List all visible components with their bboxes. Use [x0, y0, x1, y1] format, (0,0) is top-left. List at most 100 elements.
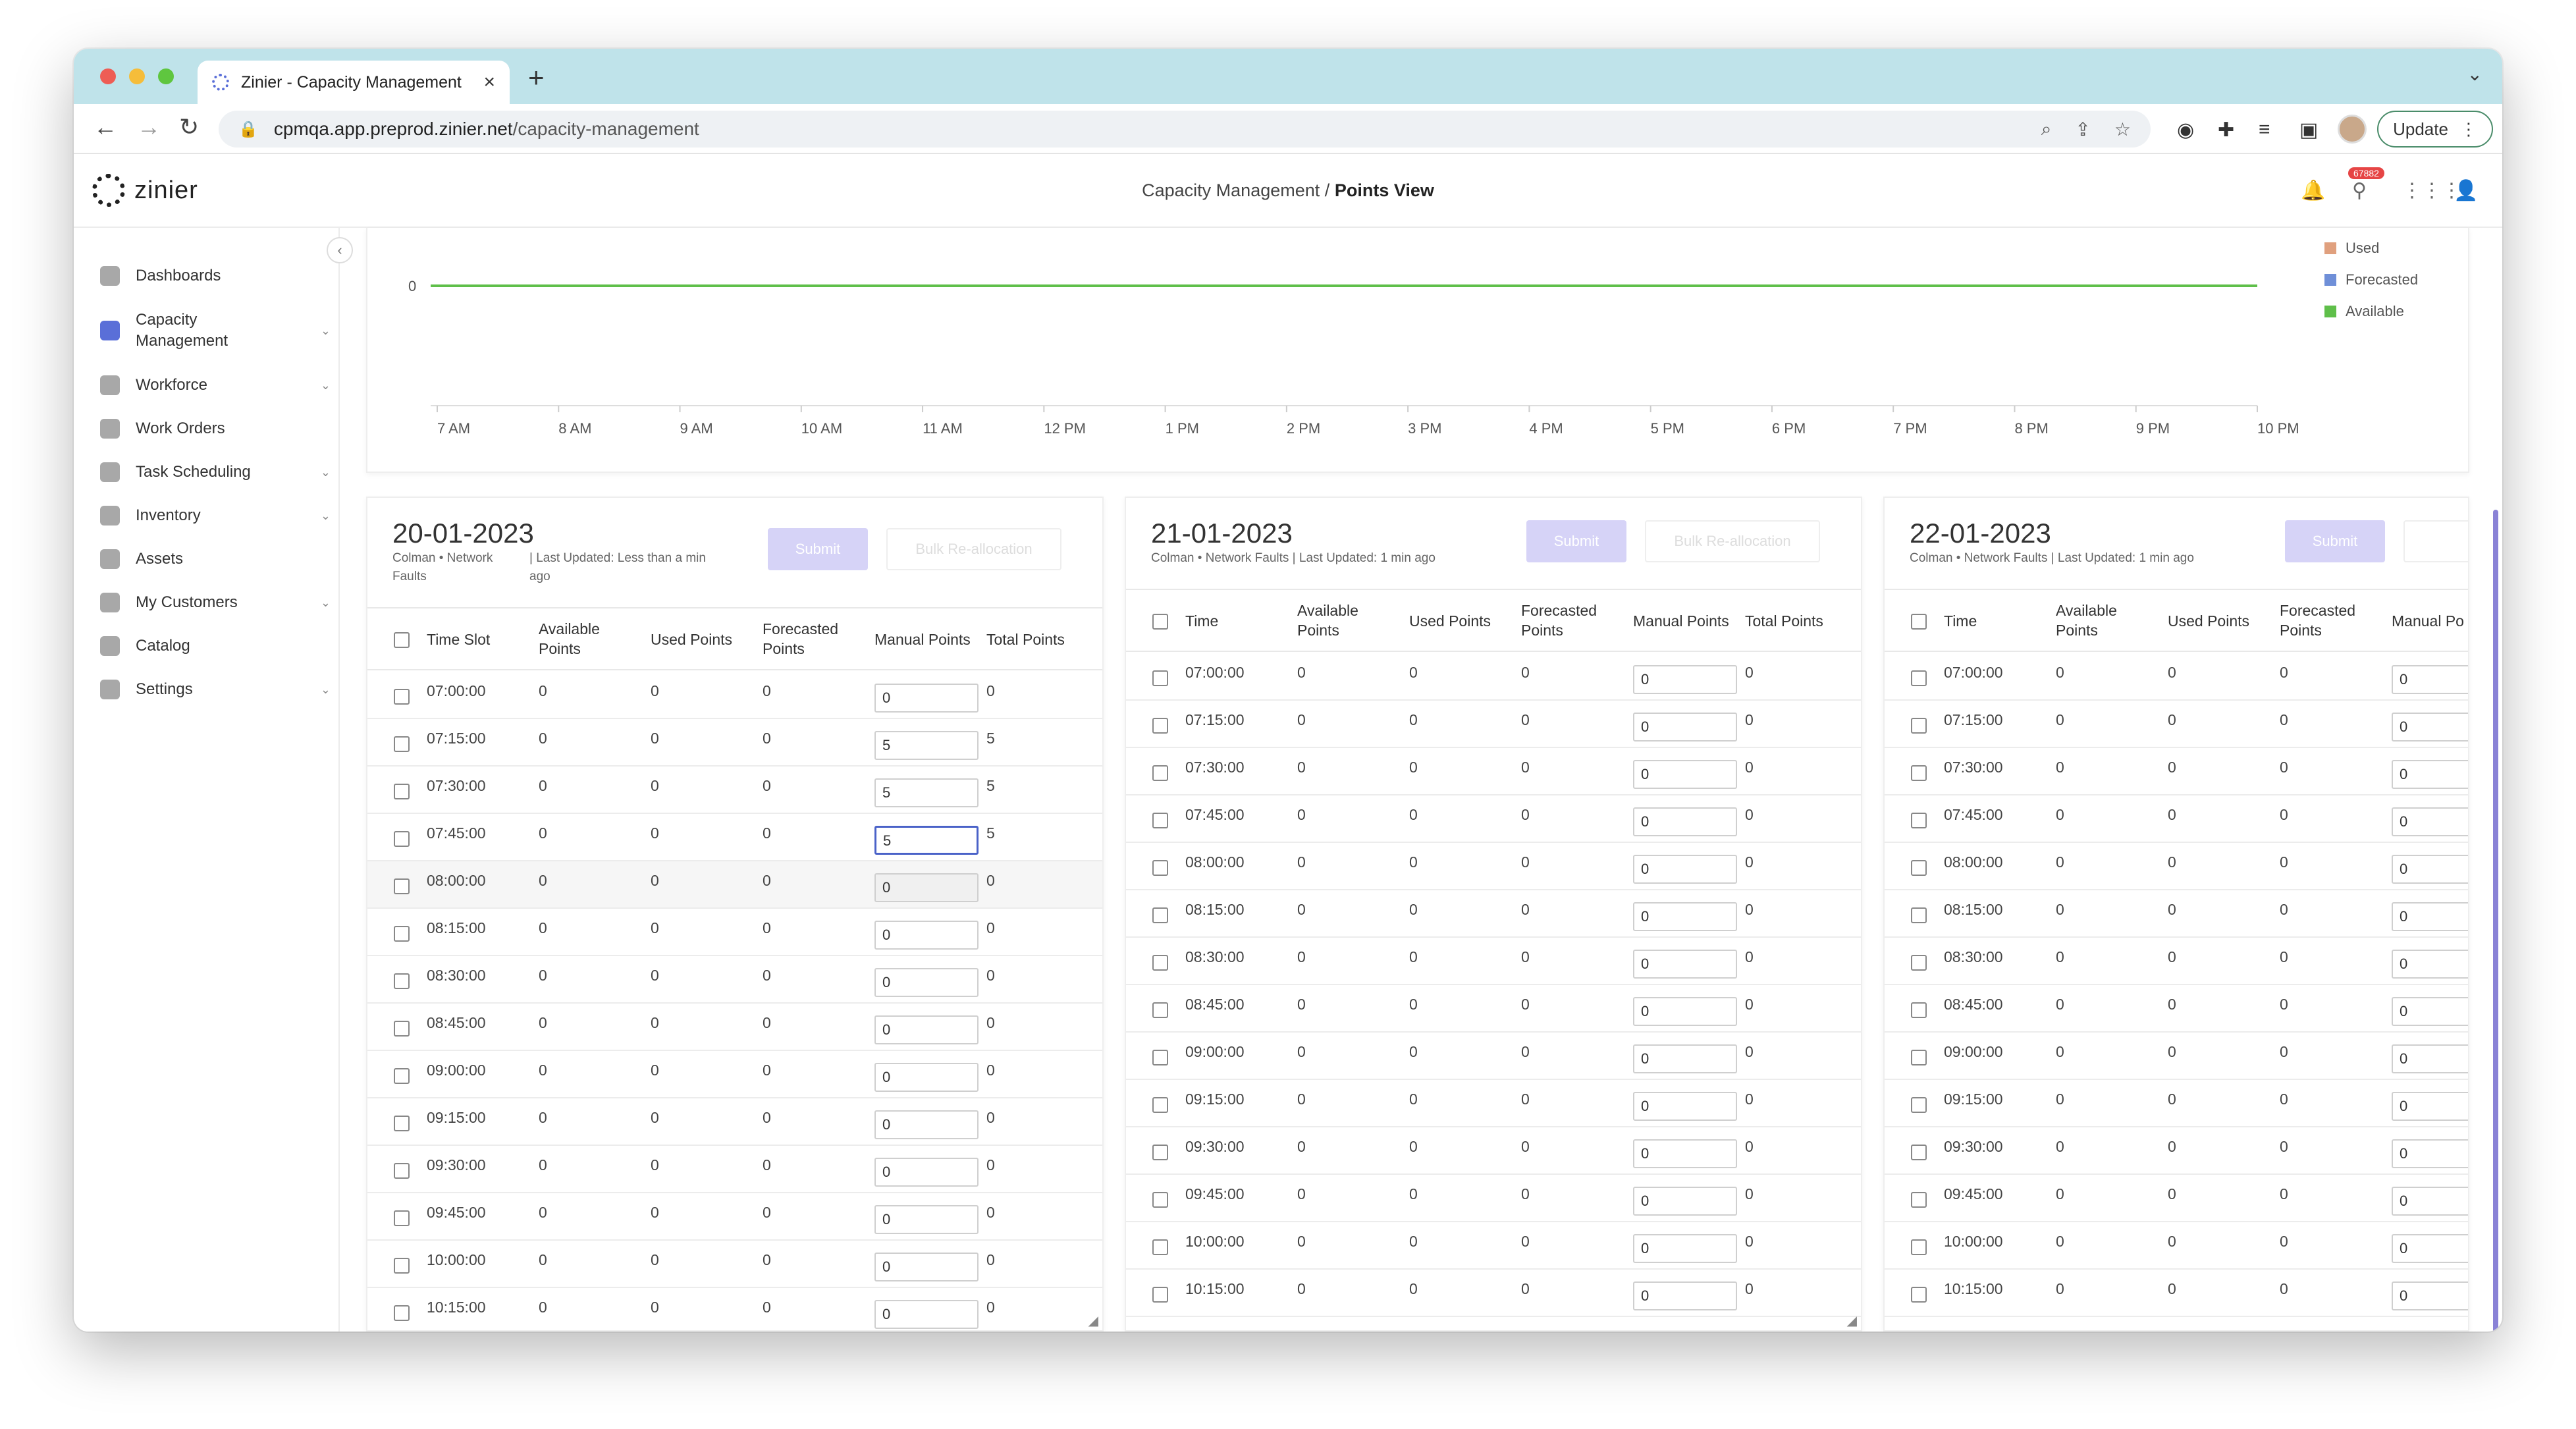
page-scrollbar[interactable]: [2493, 510, 2498, 1332]
manual-points-input[interactable]: 0: [1633, 997, 1737, 1026]
resize-grip-icon[interactable]: ◢: [1846, 1314, 1857, 1328]
apps-grid-icon[interactable]: ⋮⋮⋮: [2402, 180, 2461, 202]
reload-icon[interactable]: ↻: [179, 113, 200, 140]
collapse-sidebar-icon[interactable]: ‹: [327, 237, 353, 263]
manual-points-input[interactable]: 0: [1633, 1234, 1737, 1263]
manual-points-input[interactable]: 0: [1633, 1044, 1737, 1073]
minimize-window-button[interactable]: [129, 68, 145, 84]
row-checkbox[interactable]: [394, 1305, 410, 1321]
row-checkbox[interactable]: [1152, 1097, 1168, 1113]
sidebar-item-dashboards[interactable]: Dashboards: [100, 266, 331, 286]
bulk-reallocation-button[interactable]: Bulk Re-allocation: [1645, 520, 1820, 562]
manual-points-input[interactable]: 0: [874, 921, 979, 950]
row-checkbox[interactable]: [394, 736, 410, 752]
row-checkbox[interactable]: [394, 689, 410, 705]
manual-points-input[interactable]: 0: [1633, 760, 1737, 789]
manual-points-input[interactable]: 0: [874, 1205, 979, 1234]
manual-points-input[interactable]: 0: [874, 968, 979, 997]
location-pin-icon[interactable]: ⚲: [2352, 180, 2367, 202]
tab-search-chevron-icon[interactable]: ⌄: [2467, 64, 2482, 84]
row-checkbox[interactable]: [1152, 670, 1168, 686]
chevron-down-icon[interactable]: ⌄: [320, 508, 331, 522]
manual-points-input[interactable]: 0: [2392, 997, 2468, 1026]
manual-points-input[interactable]: 5: [874, 778, 979, 807]
row-checkbox[interactable]: [394, 1068, 410, 1084]
legend-item-forecasted[interactable]: Forecasted: [2324, 271, 2418, 288]
select-all-checkbox[interactable]: [1152, 614, 1168, 630]
manual-points-input[interactable]: 0: [2392, 855, 2468, 884]
address-bar[interactable]: 🔒 cpmqa.app.preprod.zinier.net/capacity-…: [219, 111, 2151, 148]
row-checkbox[interactable]: [1911, 718, 1927, 734]
profile-avatar[interactable]: [2338, 115, 2367, 144]
manual-points-input[interactable]: 0: [1633, 1092, 1737, 1121]
sidebar-item-assets[interactable]: Assets: [100, 549, 331, 569]
new-tab-icon[interactable]: +: [528, 62, 545, 93]
chevron-down-icon[interactable]: ⌄: [320, 465, 331, 479]
manual-points-input[interactable]: 0: [1633, 1139, 1737, 1168]
row-checkbox[interactable]: [1911, 860, 1927, 876]
row-checkbox[interactable]: [1911, 907, 1927, 923]
chevron-down-icon[interactable]: ⌄: [320, 682, 331, 696]
manual-points-input[interactable]: 0: [874, 1300, 979, 1329]
submit-button[interactable]: Submit: [1526, 520, 1626, 562]
row-checkbox[interactable]: [394, 973, 410, 989]
row-checkbox[interactable]: [1152, 860, 1168, 876]
manual-points-input[interactable]: 0: [2392, 760, 2468, 789]
close-tab-icon[interactable]: ×: [483, 71, 495, 93]
close-window-button[interactable]: [100, 68, 116, 84]
manual-points-input[interactable]: 0: [1633, 950, 1737, 979]
manual-points-input[interactable]: 0: [1633, 1281, 1737, 1310]
manual-points-input[interactable]: 0: [1633, 1187, 1737, 1216]
select-all-checkbox[interactable]: [394, 632, 410, 648]
zinier-logo[interactable]: zinier: [92, 174, 198, 207]
zoom-icon[interactable]: ⌕: [2041, 118, 2052, 139]
bulk-reallocation-button[interactable]: Bulk Re-allocation: [886, 528, 1061, 570]
manual-points-input[interactable]: 0: [2392, 1281, 2468, 1310]
manual-points-input[interactable]: 5: [874, 731, 979, 760]
url-text[interactable]: cpmqa.app.preprod.zinier.net/capacity-ma…: [273, 119, 699, 139]
row-checkbox[interactable]: [1911, 1192, 1927, 1208]
row-checkbox[interactable]: [1152, 1145, 1168, 1160]
manual-points-input[interactable]: 0: [874, 1158, 979, 1187]
row-checkbox[interactable]: [1152, 955, 1168, 971]
manual-points-input[interactable]: 0: [874, 1110, 979, 1139]
row-checkbox[interactable]: [1911, 1287, 1927, 1303]
manual-points-input[interactable]: 0: [2392, 665, 2468, 694]
row-checkbox[interactable]: [394, 1258, 410, 1274]
resize-grip-icon[interactable]: ◢: [1088, 1314, 1098, 1328]
legend-item-available[interactable]: Available: [2324, 303, 2418, 320]
manual-points-input[interactable]: 0: [1633, 807, 1737, 836]
submit-button[interactable]: Submit: [768, 528, 868, 570]
side-panel-icon[interactable]: ▣: [2299, 119, 2319, 141]
update-button[interactable]: Update ⋮: [2377, 111, 2493, 148]
manual-points-input[interactable]: 0: [874, 684, 979, 713]
user-icon[interactable]: 👤: [2454, 180, 2479, 202]
maximize-window-button[interactable]: [158, 68, 174, 84]
bell-icon[interactable]: 🔔: [2301, 180, 2326, 202]
row-checkbox[interactable]: [1152, 907, 1168, 923]
row-checkbox[interactable]: [1911, 1097, 1927, 1113]
bulk-reallocation-button[interactable]: Bulk R: [2403, 520, 2468, 562]
row-checkbox[interactable]: [394, 784, 410, 799]
manual-points-input[interactable]: 0: [2392, 1187, 2468, 1216]
row-checkbox[interactable]: [1911, 765, 1927, 781]
row-checkbox[interactable]: [1911, 1145, 1927, 1160]
sidebar-item-my-customers[interactable]: My Customers ⌄: [100, 593, 331, 612]
manual-points-input[interactable]: 5: [874, 826, 979, 855]
row-checkbox[interactable]: [1152, 1287, 1168, 1303]
row-checkbox[interactable]: [1152, 1050, 1168, 1065]
row-checkbox[interactable]: [394, 926, 410, 942]
puzzle-extensions-icon[interactable]: ✚: [2218, 119, 2235, 141]
manual-points-input[interactable]: 0: [1633, 713, 1737, 741]
manual-points-input[interactable]: 0: [2392, 1139, 2468, 1168]
row-checkbox[interactable]: [1911, 1002, 1927, 1018]
manual-points-input[interactable]: 0: [1633, 665, 1737, 694]
row-checkbox[interactable]: [394, 1163, 410, 1179]
chevron-down-icon[interactable]: ⌄: [320, 595, 331, 609]
manual-points-input[interactable]: 0: [874, 1253, 979, 1281]
row-checkbox[interactable]: [1152, 1002, 1168, 1018]
legend-item-used[interactable]: Used: [2324, 240, 2418, 257]
row-checkbox[interactable]: [394, 1021, 410, 1037]
breadcrumb-parent[interactable]: Capacity Management: [1142, 180, 1320, 200]
row-checkbox[interactable]: [1152, 1192, 1168, 1208]
